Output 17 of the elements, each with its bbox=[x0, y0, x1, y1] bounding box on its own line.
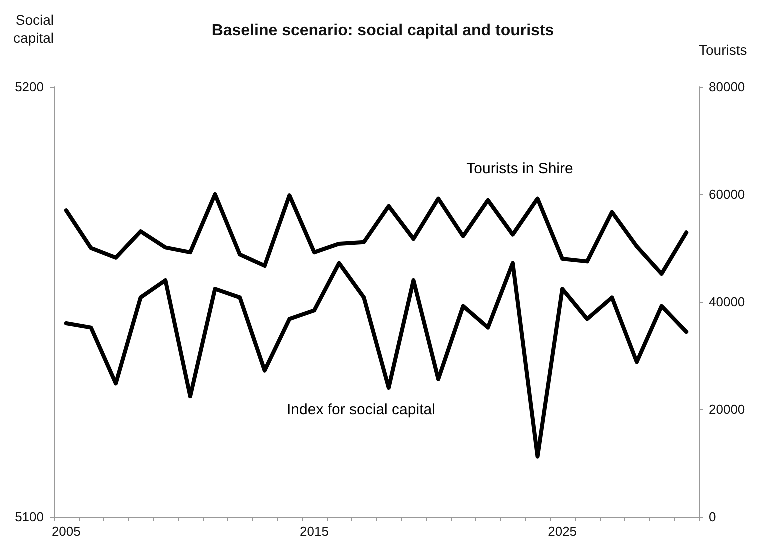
y2-tick-label: 60000 bbox=[709, 187, 746, 202]
y-axis-title: Social capital bbox=[14, 12, 54, 46]
y2-axis-title: Tourists bbox=[699, 42, 748, 58]
y2-tick-label: 80000 bbox=[709, 80, 746, 94]
y2-tick-label: 20000 bbox=[709, 402, 746, 417]
chart-title: Baseline scenario: social capital and tourists bbox=[212, 22, 554, 40]
y-tick-label: 5200 bbox=[15, 80, 44, 94]
x-tick-label: 2005 bbox=[52, 524, 81, 539]
line-series bbox=[64, 261, 689, 459]
y-tick-label: 5100 bbox=[15, 510, 44, 524]
x-tick-label: 2015 bbox=[300, 524, 329, 539]
y2-tick-label: 0 bbox=[709, 510, 716, 524]
text: Tourists in Shire bbox=[466, 160, 574, 178]
series-label: Index for social capital bbox=[287, 402, 436, 418]
line-series bbox=[64, 192, 689, 276]
x-tick-label: 2025 bbox=[548, 524, 578, 539]
y2-tick-label: 40000 bbox=[709, 294, 746, 310]
